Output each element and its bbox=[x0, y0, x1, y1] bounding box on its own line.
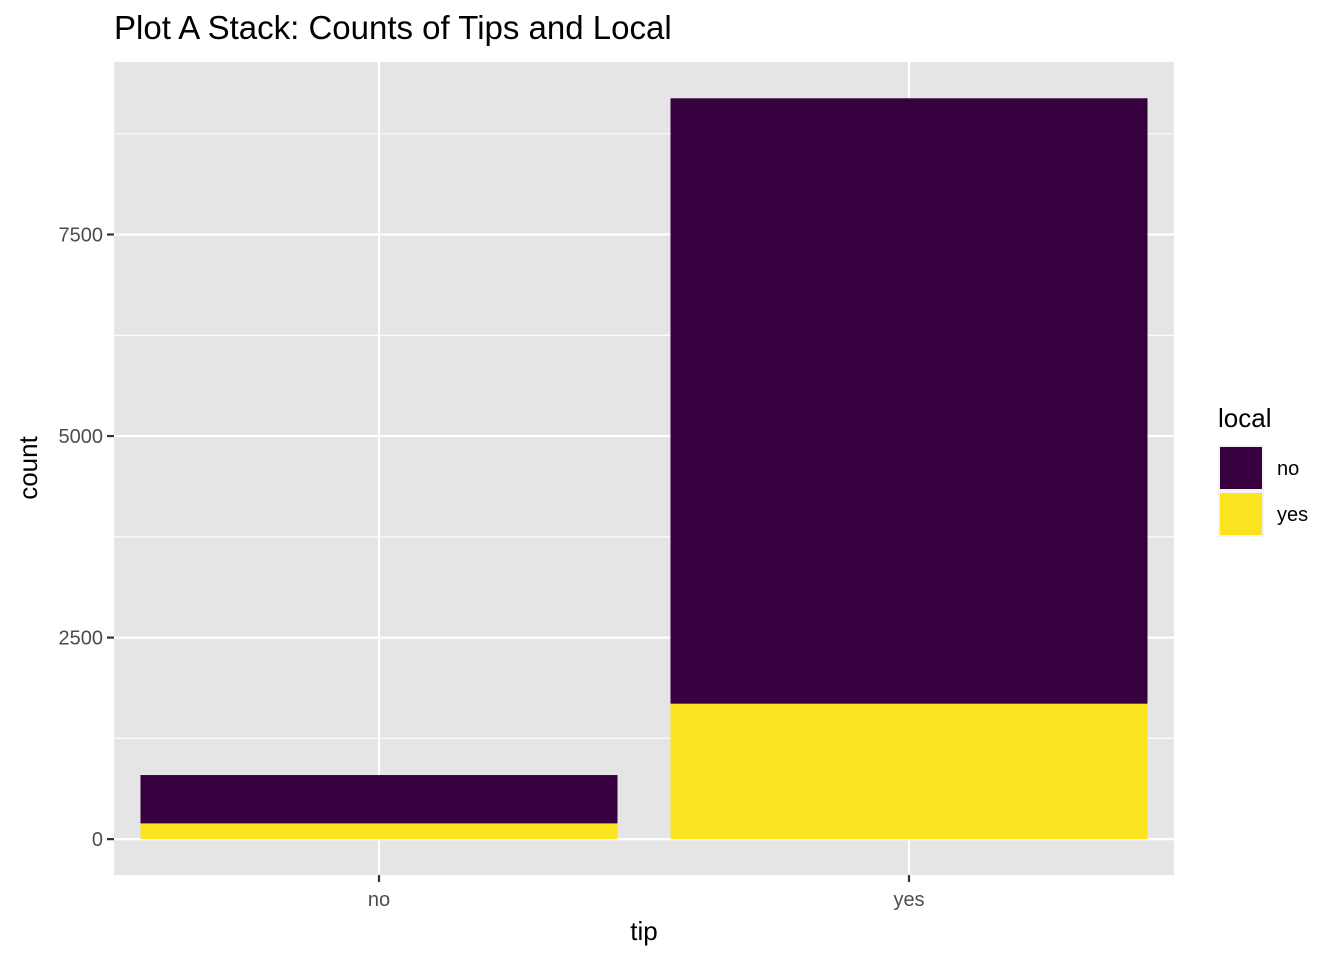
bar-segment-yes-no bbox=[670, 98, 1148, 704]
x-tick-label: no bbox=[368, 889, 390, 911]
bar-segment-yes-yes bbox=[670, 703, 1148, 840]
y-axis: 0 2500 5000 7500 bbox=[59, 225, 114, 851]
x-tick-label: yes bbox=[893, 889, 924, 911]
x-axis: no yes bbox=[368, 875, 925, 911]
bar-segment-no-no bbox=[140, 775, 618, 824]
y-axis-title: count bbox=[13, 435, 43, 499]
y-tick-label: 7500 bbox=[59, 225, 104, 247]
legend-label-no: no bbox=[1277, 458, 1299, 480]
y-tick-label: 0 bbox=[92, 829, 103, 851]
bars bbox=[140, 98, 1148, 840]
bar-segment-no-yes bbox=[140, 823, 618, 840]
legend: local no yes bbox=[1218, 403, 1308, 537]
y-tick-label: 2500 bbox=[59, 628, 104, 650]
legend-swatch-no bbox=[1220, 447, 1262, 489]
legend-swatch-yes bbox=[1220, 493, 1262, 535]
legend-title: local bbox=[1218, 403, 1271, 433]
legend-label-yes: yes bbox=[1277, 504, 1308, 526]
y-tick-label: 5000 bbox=[59, 426, 104, 448]
chart-title: Plot A Stack: Counts of Tips and Local bbox=[114, 9, 672, 46]
x-axis-title: tip bbox=[630, 916, 657, 946]
